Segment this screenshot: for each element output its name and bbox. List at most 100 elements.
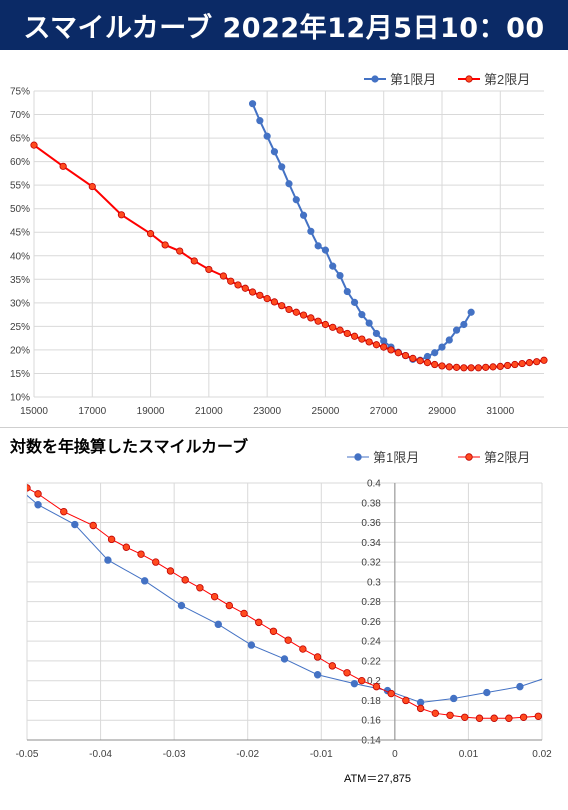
- series-line: [27, 487, 539, 719]
- data-point: [365, 319, 373, 327]
- data-point: [387, 689, 395, 698]
- data-point: [214, 620, 222, 629]
- data-point: [166, 567, 175, 575]
- data-point: [380, 343, 388, 351]
- y-tick-label: 50%: [10, 204, 30, 215]
- data-point: [89, 521, 97, 530]
- data-point: [394, 349, 402, 357]
- data-point: [321, 246, 330, 254]
- data-point: [343, 669, 351, 677]
- log-annualized-smile-chart: 対数を年換算したスマイルカーブ 0.14 0.16 0.18 0.2 0.22 0.24 0.…: [9, 437, 552, 785]
- data-point: [490, 714, 498, 722]
- y-tick-label: 15%: [10, 369, 30, 380]
- data-point: [278, 302, 286, 310]
- data-point: [380, 337, 388, 345]
- y-tick-label: 0.32: [361, 558, 381, 569]
- data-point: [176, 247, 184, 255]
- y-tick-label: 65%: [10, 134, 30, 145]
- x-tick-label: 17000: [78, 406, 106, 417]
- data-point: [540, 356, 548, 364]
- data-point: [248, 288, 257, 296]
- chart-title: 対数を年換算したスマイルカーブ: [9, 437, 248, 456]
- data-point: [241, 284, 249, 292]
- legend-label: 第2限月: [484, 450, 530, 465]
- x-tick-label: 21000: [195, 406, 223, 417]
- data-point: [475, 714, 484, 722]
- x-tick-label: -0.01: [310, 749, 333, 760]
- data-point: [141, 577, 149, 585]
- data-point: [117, 211, 126, 219]
- series-2: [30, 141, 548, 372]
- data-point: [516, 682, 524, 691]
- data-point: [107, 535, 116, 544]
- data-point: [423, 352, 432, 361]
- data-point: [511, 360, 519, 369]
- y-tick-label: 0.14: [361, 736, 381, 747]
- data-point: [461, 713, 469, 721]
- series-2: [27, 484, 542, 722]
- data-point: [445, 336, 453, 344]
- legend-marker: [465, 453, 473, 461]
- chart-panel-1: 10% 15% 20% 25% 30% 35% 40% 45% 50% 55% 60% 65% 70% 7…: [0, 50, 568, 428]
- x-tick-label: 19000: [137, 406, 165, 417]
- data-point: [496, 362, 504, 370]
- y-tick-label: 40%: [10, 251, 30, 262]
- data-point: [402, 696, 410, 705]
- data-point: [438, 362, 446, 370]
- data-point: [387, 346, 395, 354]
- y-tick-label: 0.2: [367, 676, 381, 687]
- data-point: [34, 490, 42, 498]
- data-point: [285, 180, 293, 188]
- y-tick-label: 60%: [10, 157, 30, 168]
- data-point: [196, 584, 204, 592]
- x-tick-label: 23000: [253, 406, 281, 417]
- data-point: [104, 556, 112, 564]
- data-point: [152, 558, 160, 566]
- data-point: [452, 363, 461, 371]
- data-point: [27, 484, 31, 492]
- x-tick-label: 31000: [486, 406, 514, 417]
- y-tick-label: 25%: [10, 322, 30, 333]
- data-point: [328, 662, 337, 670]
- data-point: [452, 326, 461, 334]
- data-point: [503, 361, 512, 370]
- legend: 第1限月 第2限月: [364, 72, 530, 87]
- data-point: [416, 704, 425, 713]
- data-point: [177, 601, 186, 610]
- atm-annotation: ATM＝27,875: [344, 773, 411, 785]
- data-point: [358, 335, 366, 343]
- legend-label: 第1限月: [390, 72, 436, 87]
- data-point: [234, 281, 242, 289]
- x-tick-label: 29000: [428, 406, 456, 417]
- data-point: [269, 627, 278, 635]
- page-title-banner: スマイルカーブ 2022年12月5日10：00: [0, 0, 568, 50]
- data-point: [474, 364, 483, 372]
- chart-panel-2: 対数を年換算したスマイルカーブ 0.14 0.16 0.18 0.2 0.22 0.24 0.…: [0, 428, 568, 806]
- data-point: [343, 287, 351, 296]
- data-point: [467, 308, 475, 316]
- data-point: [60, 507, 68, 516]
- data-point: [270, 298, 279, 306]
- series-1: [248, 100, 475, 364]
- y-tick-label: 0.38: [361, 498, 381, 509]
- data-point: [358, 311, 366, 319]
- y-tick-label: 0.18: [361, 696, 381, 707]
- data-point: [534, 712, 542, 720]
- data-point: [248, 100, 257, 108]
- y-tick-label: 0.36: [361, 518, 381, 529]
- data-point: [416, 357, 424, 365]
- x-tick-label: 0: [392, 749, 398, 760]
- data-point: [372, 329, 381, 338]
- y-tick-label: 30%: [10, 298, 30, 309]
- data-point: [518, 359, 526, 368]
- data-point: [255, 618, 263, 627]
- y-tick-label: 75%: [10, 87, 30, 98]
- data-point: [313, 653, 322, 661]
- y-tick-label: 0.3: [367, 577, 381, 588]
- data-point: [307, 314, 315, 322]
- data-point: [483, 688, 491, 697]
- data-point: [71, 520, 79, 529]
- data-point: [299, 311, 308, 319]
- x-tick-label: 25000: [312, 406, 340, 417]
- legend: 第1限月 第2限月: [347, 450, 530, 465]
